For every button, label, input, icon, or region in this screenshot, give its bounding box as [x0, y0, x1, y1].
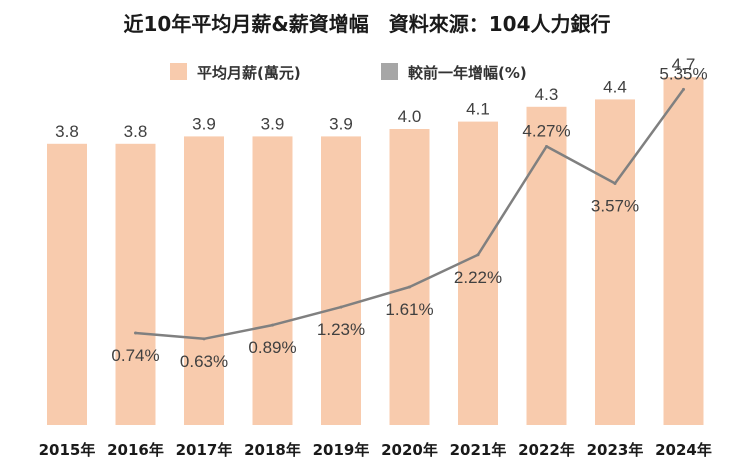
- growth-line-series: [134, 87, 685, 341]
- bar-2023年: [595, 99, 635, 426]
- legend-bar-swatch: [170, 63, 187, 80]
- bar-data-label: 4.4: [603, 77, 627, 96]
- legend-line-swatch: [381, 63, 398, 80]
- growth-data-label: 2.22%: [454, 268, 502, 287]
- bar-2017年: [184, 136, 224, 425]
- bar-data-label: 4.7: [672, 55, 696, 74]
- bar-data-label: 3.9: [329, 114, 353, 133]
- x-tick-label: 2023年: [587, 441, 644, 459]
- growth-point: [545, 144, 548, 148]
- growth-data-label: 3.57%: [591, 196, 639, 215]
- growth-data-label: 5.35%: [659, 64, 707, 83]
- bar-series: [47, 77, 704, 426]
- growth-data-label: 0.63%: [180, 352, 228, 371]
- bar-data-label: 3.8: [124, 122, 148, 141]
- growth-data-label: 1.23%: [317, 320, 365, 339]
- bar-2021年: [458, 121, 498, 425]
- bar-2015年: [47, 143, 87, 426]
- x-tick-label: 2015年: [39, 441, 96, 459]
- growth-point: [271, 323, 274, 327]
- growth-data-label: 4.27%: [522, 121, 570, 140]
- growth-data-label: 0.74%: [111, 346, 159, 365]
- growth-point: [476, 253, 480, 257]
- bar-data-label: 3.9: [261, 114, 285, 133]
- growth-data-label: 0.89%: [248, 338, 296, 357]
- bar-data-label: 3.9: [192, 114, 216, 133]
- bar-2016年: [115, 143, 156, 426]
- growth-data-label: 1.61%: [385, 300, 433, 319]
- bar-data-labels: 3.8 3.8 3.9 3.9 3.9 4.0 4.1 4.3 4.4 4.7: [55, 55, 695, 141]
- legend: 平均月薪(萬元) 較前一年增幅(%): [170, 63, 527, 82]
- x-tick-label: 2024年: [655, 441, 712, 459]
- bar-2020年: [389, 129, 430, 425]
- x-tick-label: 2018年: [244, 441, 301, 459]
- x-tick-label: 2017年: [176, 441, 233, 459]
- growth-point: [408, 285, 411, 289]
- bar-2024年: [663, 77, 704, 425]
- growth-point: [682, 87, 685, 91]
- growth-point: [339, 305, 343, 309]
- bar-data-label: 4.0: [398, 107, 422, 126]
- bar-data-label: 3.8: [55, 122, 79, 141]
- bar-data-label: 4.3: [535, 85, 559, 104]
- x-tick-label: 2021年: [450, 441, 507, 459]
- x-tick-label: 2020年: [381, 441, 438, 459]
- x-tick-label: 2016年: [107, 441, 164, 459]
- x-tick-label: 2022年: [518, 441, 575, 459]
- x-axis-tick-labels: 2015年 2016年 2017年 2018年 2019年 2020年 2021年 2022年…: [39, 441, 712, 459]
- x-tick-label: 2019年: [313, 441, 370, 459]
- legend-line-label: 較前一年增幅(%): [408, 64, 527, 82]
- growth-data-labels: 0.74% 0.63% 0.89% 1.23% 1.61% 2.22% 4.27% 3.57%…: [111, 64, 707, 370]
- bar-2022年: [526, 106, 567, 426]
- growth-point: [613, 181, 617, 185]
- legend-bar-label: 平均月薪(萬元): [197, 64, 301, 82]
- bar-data-label: 4.1: [466, 100, 490, 119]
- bar-2019年: [321, 136, 361, 425]
- growth-point: [202, 337, 206, 341]
- bar-2018年: [252, 136, 293, 425]
- growth-point: [134, 331, 137, 335]
- chart-title: 近10年平均月薪&薪資增幅 資料來源：104人力銀行: [123, 12, 610, 36]
